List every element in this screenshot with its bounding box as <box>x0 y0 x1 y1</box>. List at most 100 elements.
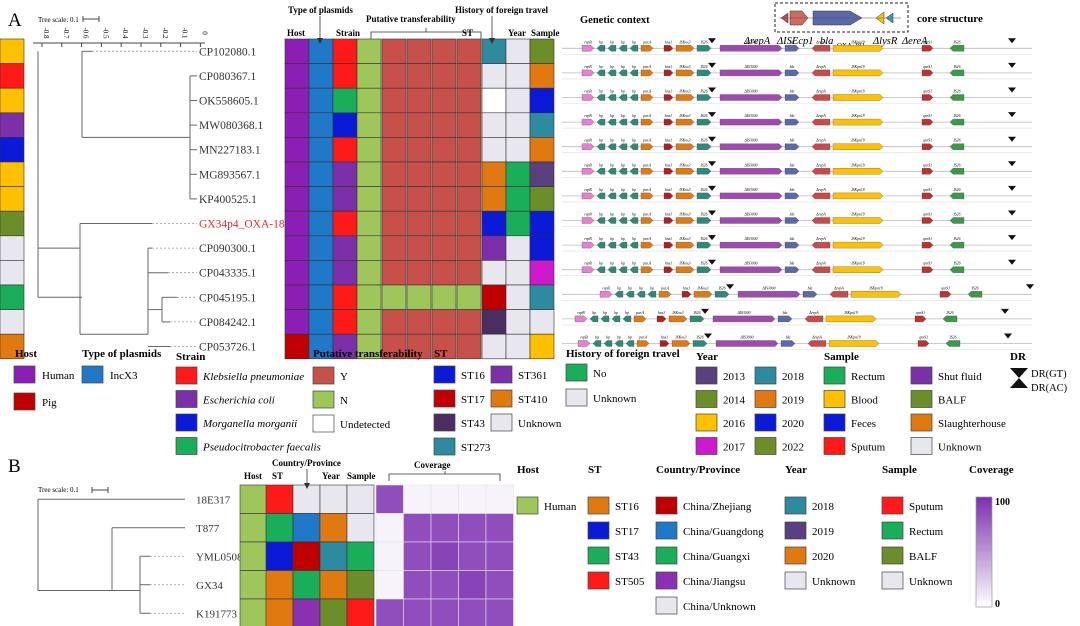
gene-label: IS26 <box>700 90 708 94</box>
dr-marker <box>708 62 716 68</box>
gene-label: hns1 <box>665 90 672 94</box>
legend-label: Pig <box>42 397 57 409</box>
heatmap-cell <box>332 210 358 237</box>
heatmap-cell <box>284 137 310 163</box>
gene-arrow <box>719 118 783 126</box>
gene-arrow <box>599 291 613 298</box>
gene-label: bla <box>790 40 795 44</box>
gene-label: bla <box>790 139 795 143</box>
gene-arrow <box>850 291 902 298</box>
header-bracket <box>388 471 501 481</box>
dr-marker <box>1001 308 1009 314</box>
gene-arrow <box>618 266 628 273</box>
legend-label: China/Guangxi <box>683 551 750 563</box>
col-header-transfer: Putative transferability <box>366 14 456 24</box>
gene-arrow <box>696 168 712 175</box>
coverage-cell <box>403 513 432 543</box>
dr-marker <box>1008 136 1016 142</box>
gene-label: hp <box>599 213 603 217</box>
gene-arrow <box>696 217 712 224</box>
gene-arrow <box>675 168 695 175</box>
gene-arrow <box>692 340 708 347</box>
gene-arrow <box>921 192 934 200</box>
heatmap-cell <box>505 333 531 360</box>
gene-label: IS26 <box>946 311 954 315</box>
heatmap-cell <box>481 260 507 286</box>
tip-label: GX34p4_OXA-181 <box>199 219 291 231</box>
heatmap-cell <box>332 284 358 310</box>
gene-label: bla <box>783 311 788 315</box>
heatmap-cell <box>456 87 482 114</box>
heatmap-cell <box>529 38 555 64</box>
coverage-cell <box>403 541 432 571</box>
gene-arrow <box>696 241 712 249</box>
heatmap-cell <box>505 38 531 64</box>
legend-label: Feces <box>851 418 876 430</box>
legend-swatch <box>13 392 36 411</box>
heatmap-cell <box>431 38 457 64</box>
gene-arrow <box>949 118 965 126</box>
gene-arrow <box>607 241 617 249</box>
gene-label: repB <box>584 262 592 266</box>
coverage-cell <box>458 598 487 626</box>
dr-marker <box>1026 284 1034 290</box>
gene-label: IS26 <box>700 163 708 167</box>
heatmap-cell <box>529 284 555 310</box>
gene-label: hp <box>592 311 596 315</box>
dr-marker <box>1004 333 1012 339</box>
heatmap-cell <box>406 186 432 212</box>
heatmap-cell <box>292 513 321 543</box>
legend-swatch <box>655 521 678 540</box>
gene-label: par.A <box>642 90 652 94</box>
gene-arrow <box>921 69 934 77</box>
heatmap-cell <box>319 513 348 543</box>
gene-label: hp <box>632 237 636 241</box>
gene-arrow <box>681 291 692 298</box>
gene-label: hp <box>632 114 636 118</box>
gene-label: hp <box>614 311 618 315</box>
gene-label: repB <box>584 65 592 69</box>
gene-label: IS26 <box>953 65 961 69</box>
heatmap-cell <box>431 210 457 237</box>
gene-label: ΔrepA <box>815 139 826 143</box>
gene-label: hns1 <box>665 114 672 118</box>
heatmap-cell <box>406 235 432 261</box>
heatmap-cell <box>505 284 531 310</box>
gene-arrow <box>663 241 674 249</box>
axis-tick-label: -0.8 <box>42 27 50 39</box>
heatmap-cell <box>529 161 555 187</box>
gene-arrow <box>832 45 884 52</box>
heatmap-cell <box>239 541 268 571</box>
heatmap-cell <box>431 161 457 187</box>
gene-arrow <box>640 241 654 249</box>
legend-label: Klebsiella pneumoniae <box>202 371 304 383</box>
gene-arrow <box>592 340 602 347</box>
legend-swatch <box>695 413 718 432</box>
gene-arrow <box>832 118 884 126</box>
gene-label: ΔIS3000 <box>744 237 758 241</box>
gene-arrow <box>658 291 672 298</box>
gene-arrow <box>811 192 831 200</box>
gene-label: par.A <box>642 40 652 44</box>
gene-label: hp <box>621 40 625 44</box>
gene-label: qnrS1 <box>916 311 925 315</box>
heatmap-cell <box>356 333 382 360</box>
legend-label: China/Unknown <box>683 601 756 613</box>
gene-label: bla <box>790 237 795 241</box>
legend-title: Sample <box>824 351 859 363</box>
legend-swatch <box>565 388 588 407</box>
gene-label: qnrS1 <box>923 163 932 167</box>
heatmap-cell <box>481 235 507 261</box>
heatmap-cell <box>284 186 310 212</box>
gene-label: ΔIS3000 <box>737 311 751 315</box>
gene-label: hns1 <box>665 65 672 69</box>
legend-label: Human <box>544 501 577 513</box>
gene-arrow <box>715 340 779 347</box>
gene-label: ΔIS3000 <box>744 262 758 266</box>
legend-label: Unknown <box>938 442 982 454</box>
gene-label: ISKox3 <box>671 311 683 315</box>
heatmap-cell <box>284 260 310 286</box>
legend-label: BALF <box>909 551 937 563</box>
heatmap-cell <box>381 87 407 114</box>
gene-arrow <box>675 143 695 150</box>
